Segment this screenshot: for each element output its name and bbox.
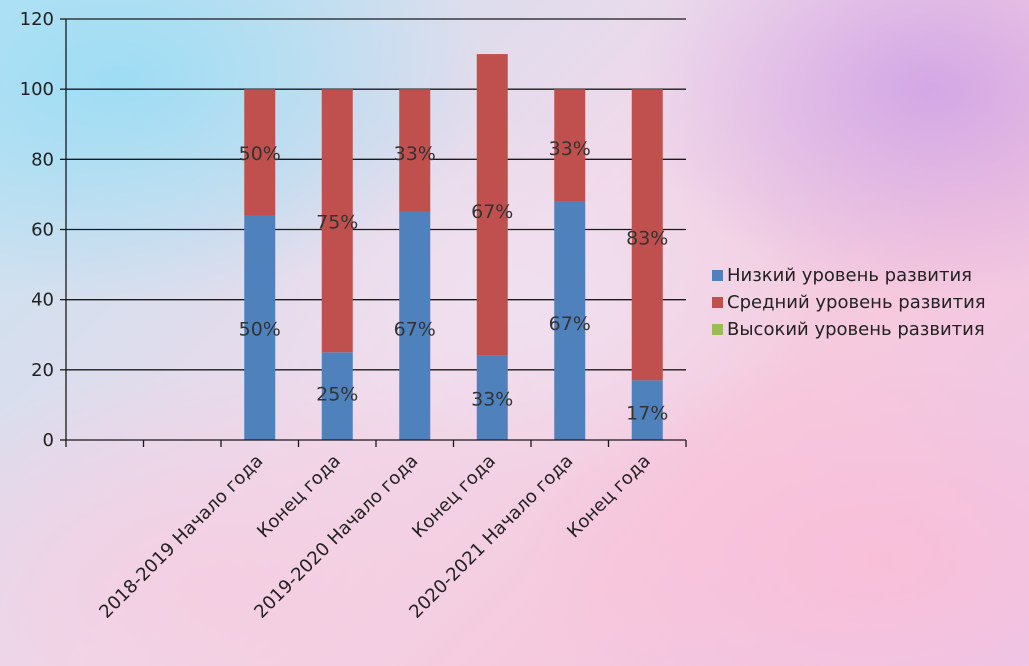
bar-segment-low bbox=[554, 201, 586, 440]
data-label-low: 67% bbox=[394, 318, 436, 340]
bar-segment-low bbox=[631, 380, 663, 440]
data-label-medium: 33% bbox=[549, 138, 591, 160]
legend-swatch-low bbox=[712, 270, 723, 281]
bar-segment-low bbox=[321, 352, 353, 440]
data-label-low: 33% bbox=[471, 389, 513, 411]
y-tick-label: 120 bbox=[20, 9, 54, 30]
legend-item-high: Высокий уровень развития bbox=[712, 316, 1027, 343]
bar-segment-low bbox=[399, 211, 431, 440]
y-tick-label: 20 bbox=[31, 360, 54, 381]
x-category-label: 2019-2020 Начало года bbox=[250, 451, 422, 623]
y-tick-label: 60 bbox=[31, 220, 54, 241]
gridlines bbox=[66, 18, 686, 371]
bar-segment-low bbox=[476, 355, 508, 440]
data-label-low: 67% bbox=[549, 313, 591, 335]
data-label-medium: 50% bbox=[239, 143, 281, 165]
bar-segment-medium bbox=[321, 89, 353, 353]
data-label-medium: 83% bbox=[626, 227, 668, 249]
data-label-medium: 67% bbox=[471, 201, 513, 223]
bar-segment-medium bbox=[631, 89, 663, 381]
x-category-label: Конец года bbox=[563, 451, 655, 543]
legend-swatch-high bbox=[712, 324, 723, 335]
bar-segment-low bbox=[244, 215, 276, 440]
bar-segment-medium bbox=[399, 89, 431, 212]
legend-item-medium: Средний уровень развития bbox=[712, 289, 1027, 316]
y-tick-label: 40 bbox=[31, 290, 54, 311]
legend-item-low: Низкий уровень развития bbox=[712, 262, 1027, 289]
data-label-low: 25% bbox=[316, 383, 358, 405]
legend-label-medium: Средний уровень развития bbox=[727, 292, 986, 313]
y-tick-label: 0 bbox=[43, 430, 54, 451]
data-label-low: 17% bbox=[626, 403, 668, 425]
data-label-medium: 33% bbox=[394, 143, 436, 165]
bar-segment-medium bbox=[244, 89, 276, 216]
legend-label-low: Низкий уровень развития bbox=[727, 265, 973, 286]
x-category-label: 2020-2021 Начало года bbox=[405, 451, 577, 623]
y-tick-label: 100 bbox=[20, 79, 54, 100]
y-tick-label: 80 bbox=[31, 149, 54, 170]
bar-segment-medium bbox=[476, 54, 508, 356]
legend-label-high: Высокий уровень развития bbox=[727, 319, 985, 340]
data-label-medium: 75% bbox=[316, 211, 358, 233]
bar-segment-medium bbox=[554, 89, 586, 202]
data-label-low: 50% bbox=[239, 318, 281, 340]
x-category-label: 2018-2019 Начало года bbox=[95, 451, 267, 623]
bars bbox=[244, 54, 663, 440]
data-labels: 50% 50% 25% 75% 67% 33% 33% 67% 67% 33% 17% 83% bbox=[239, 138, 669, 425]
legend: Низкий уровень развития Средний уровень … bbox=[712, 262, 1027, 343]
legend-swatch-medium bbox=[712, 297, 723, 308]
